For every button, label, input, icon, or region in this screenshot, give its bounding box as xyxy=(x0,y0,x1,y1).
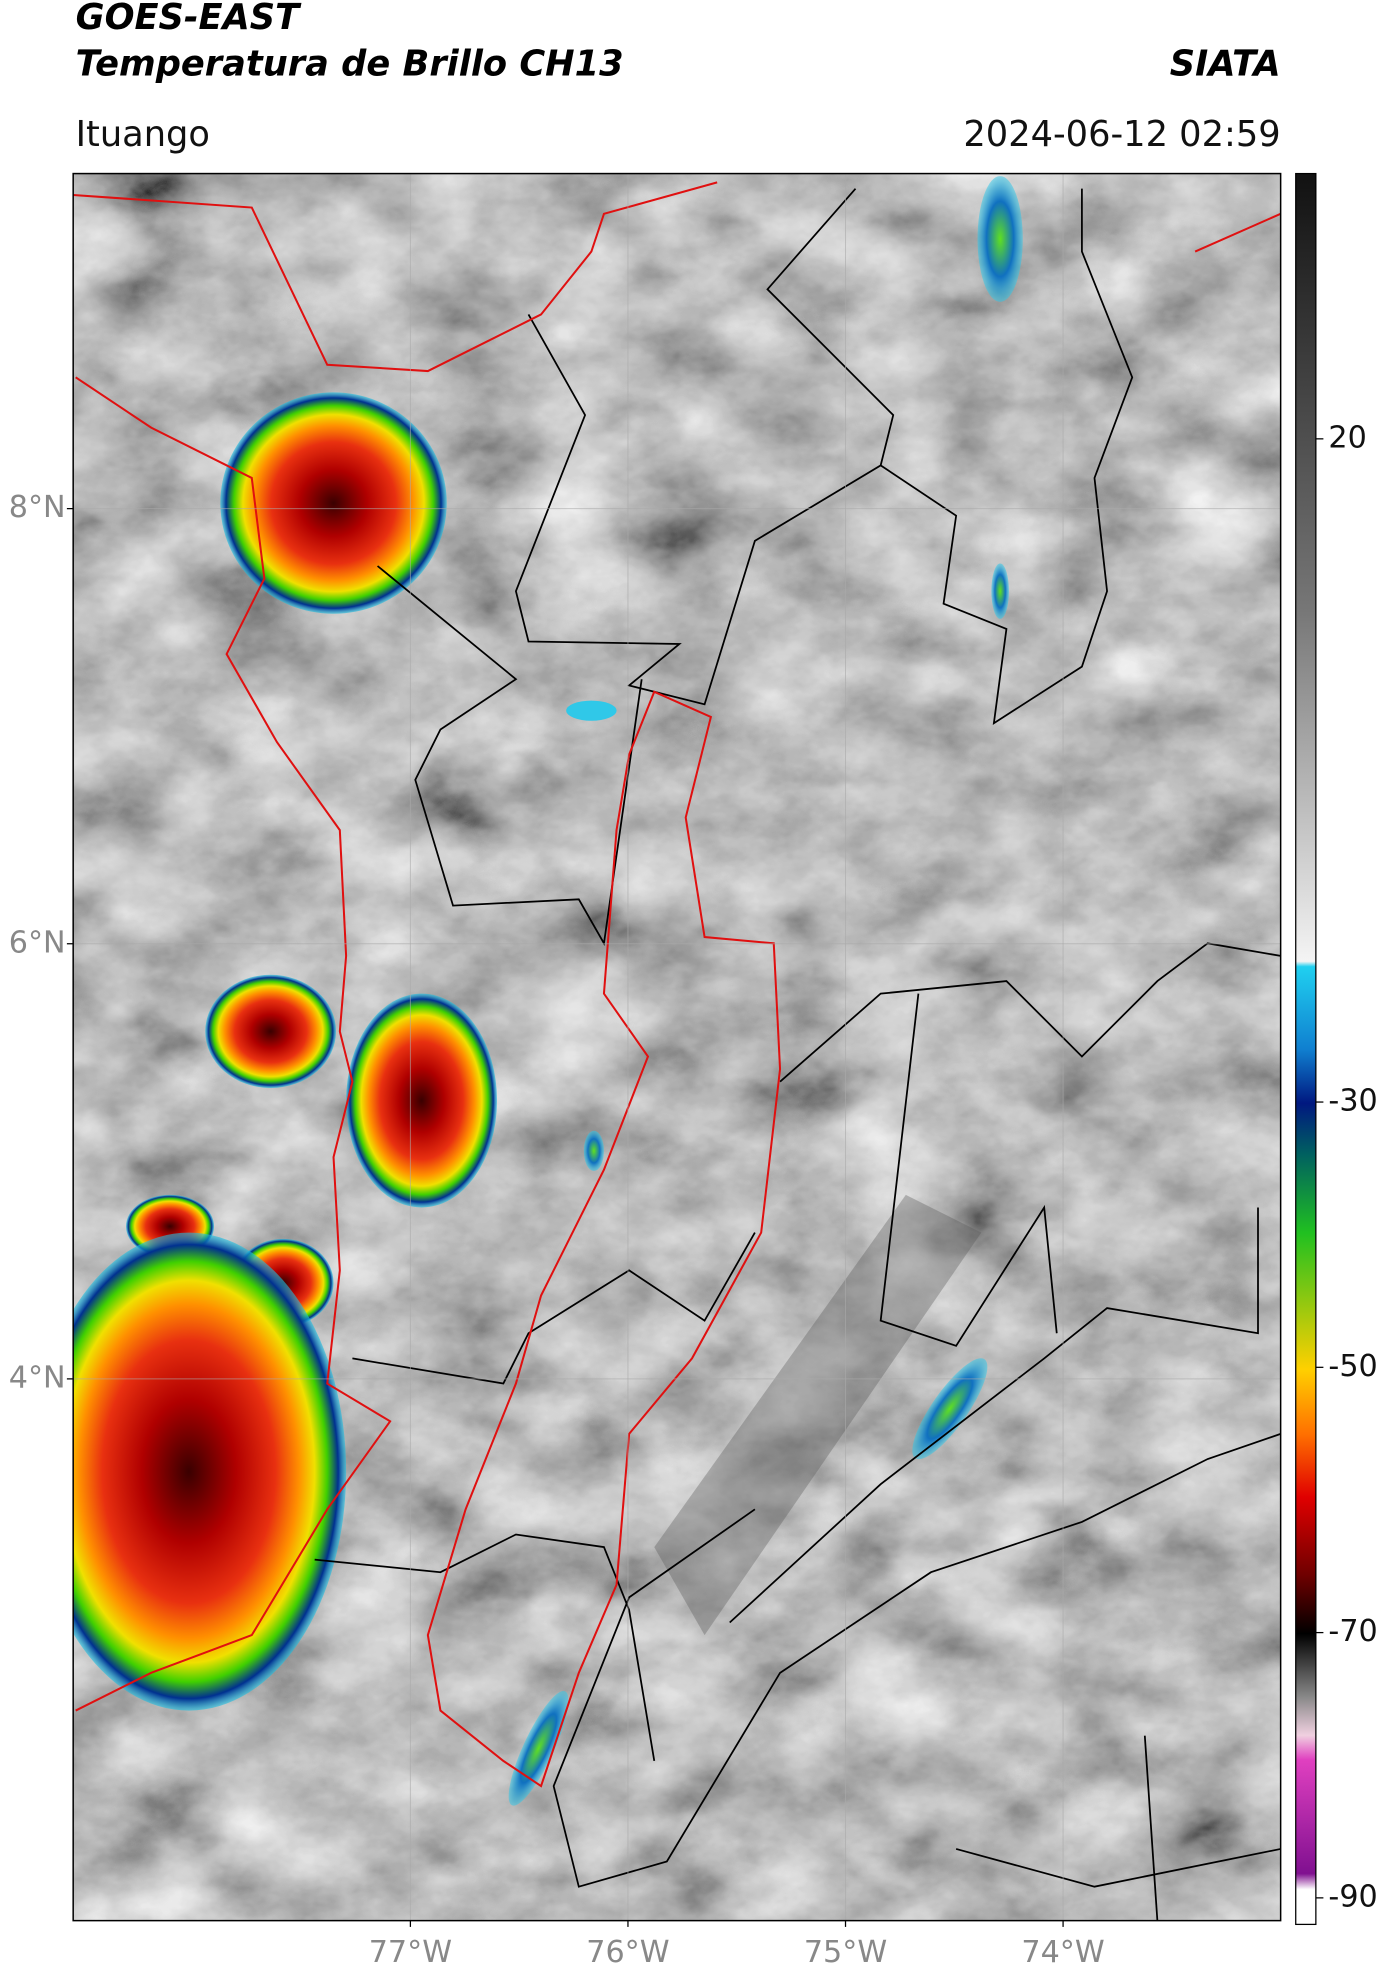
x-tick-label: 75°W xyxy=(804,1935,887,1970)
colorbar-tick-label: -70 xyxy=(1328,1614,1377,1649)
datetime: 2024-06-12 02:59 xyxy=(963,114,1280,155)
title: GOES-EAST xyxy=(76,0,302,38)
location: Ituango xyxy=(76,114,210,155)
y-tick-label: 4°N xyxy=(9,1360,66,1395)
x-tick-label: 77°W xyxy=(369,1935,452,1970)
map-frame xyxy=(72,172,1282,1922)
colorbar-tick-label: -50 xyxy=(1328,1349,1377,1384)
colorbar-tick-label: -90 xyxy=(1328,1879,1377,1914)
subtitle: Temperatura de Brillo CH13 xyxy=(76,43,624,84)
x-tick-label: 76°W xyxy=(586,1935,669,1970)
colorbar xyxy=(1295,172,1317,1926)
y-tick-label: 8°N xyxy=(9,490,66,525)
colorbar-tick-label: -30 xyxy=(1328,1084,1377,1119)
x-tick-label: 74°W xyxy=(1021,1935,1104,1970)
colorbar-tick-label: 20 xyxy=(1328,420,1366,455)
map-image xyxy=(73,173,1281,1921)
organization: SIATA xyxy=(1170,43,1281,84)
y-tick-label: 6°N xyxy=(9,925,66,960)
